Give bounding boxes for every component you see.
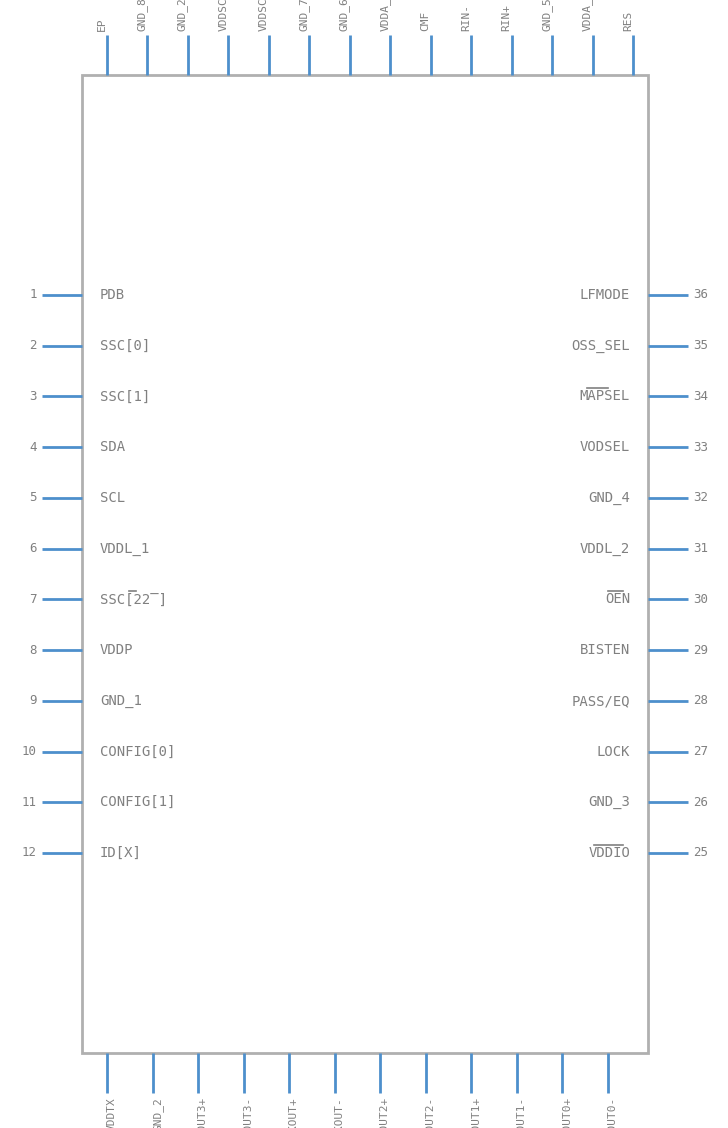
Text: GND_7: GND_7 <box>298 0 309 30</box>
Text: TXOUT0+: TXOUT0+ <box>563 1098 572 1128</box>
Text: GND_2: GND_2 <box>153 1098 164 1128</box>
Text: 33: 33 <box>693 441 708 453</box>
Text: EP: EP <box>97 18 107 30</box>
Text: VDDSC_1: VDDSC_1 <box>258 0 269 30</box>
Bar <box>82 74 648 1054</box>
Text: 6: 6 <box>30 543 37 555</box>
Text: 31: 31 <box>693 543 708 555</box>
Text: 27: 27 <box>693 746 708 758</box>
Text: 25: 25 <box>693 846 708 860</box>
Text: 1: 1 <box>30 289 37 301</box>
Text: 34: 34 <box>693 390 708 403</box>
Text: OSS_SEL: OSS_SEL <box>571 338 630 353</box>
Text: TXOUT3-: TXOUT3- <box>244 1098 253 1128</box>
Text: OEN: OEN <box>605 592 630 607</box>
Text: VDDTX: VDDTX <box>107 1098 117 1128</box>
Text: SSC[22̅]: SSC[22̅] <box>100 592 167 607</box>
Text: CONFIG[0]: CONFIG[0] <box>100 744 175 758</box>
Text: CONFIG[1]: CONFIG[1] <box>100 795 175 809</box>
Text: LOCK: LOCK <box>596 744 630 758</box>
Text: VDDP: VDDP <box>100 643 133 658</box>
Text: TXOUT1+: TXOUT1+ <box>471 1098 481 1128</box>
Text: TXOUT3+: TXOUT3+ <box>198 1098 208 1128</box>
Text: VDDL_2: VDDL_2 <box>579 541 630 556</box>
Text: CMF: CMF <box>421 11 431 30</box>
Text: TXOUT2+: TXOUT2+ <box>380 1098 390 1128</box>
Text: 2: 2 <box>30 340 37 352</box>
Text: RIN+: RIN+ <box>502 5 512 30</box>
Text: GND_5: GND_5 <box>541 0 552 30</box>
Text: GND_8: GND_8 <box>137 0 148 30</box>
Text: SSC[1]: SSC[1] <box>100 389 150 404</box>
Text: VODSEL: VODSEL <box>579 440 630 455</box>
Text: GND_3: GND_3 <box>588 795 630 809</box>
Text: GND_6: GND_6 <box>339 0 349 30</box>
Text: 28: 28 <box>693 695 708 707</box>
Text: 30: 30 <box>693 593 708 606</box>
Text: 5: 5 <box>30 492 37 504</box>
Text: VDDL_1: VDDL_1 <box>100 541 150 556</box>
Text: TXOUT0-: TXOUT0- <box>608 1098 618 1128</box>
Text: GND_4: GND_4 <box>588 491 630 505</box>
Text: 11: 11 <box>22 795 37 809</box>
Text: TXOUT1-: TXOUT1- <box>517 1098 527 1128</box>
Text: 7: 7 <box>30 593 37 606</box>
Text: BISTEN: BISTEN <box>579 643 630 658</box>
Text: GND_1: GND_1 <box>100 694 142 707</box>
Text: 35: 35 <box>693 340 708 352</box>
Text: TXOUT2-: TXOUT2- <box>426 1098 436 1128</box>
Text: 9: 9 <box>30 695 37 707</box>
Text: VDDSC_2: VDDSC_2 <box>218 0 229 30</box>
Text: GND_2: GND_2 <box>177 0 188 30</box>
Text: 3: 3 <box>30 390 37 403</box>
Text: VDDA_1: VDDA_1 <box>582 0 593 30</box>
Text: 10: 10 <box>22 746 37 758</box>
Text: MAPSEL: MAPSEL <box>579 389 630 404</box>
Text: SCL: SCL <box>100 491 125 505</box>
Text: 26: 26 <box>693 795 708 809</box>
Text: SSC[0]: SSC[0] <box>100 338 150 353</box>
Text: LFMODE: LFMODE <box>579 288 630 302</box>
Text: 29: 29 <box>693 644 708 656</box>
Text: TXCLKOUT-: TXCLKOUT- <box>335 1098 345 1128</box>
Text: TXCLKOUT+: TXCLKOUT+ <box>289 1098 299 1128</box>
Text: ID[X]: ID[X] <box>100 846 142 860</box>
Text: RIN-: RIN- <box>461 5 471 30</box>
Text: 36: 36 <box>693 289 708 301</box>
Text: VDDA_2: VDDA_2 <box>379 0 390 30</box>
Text: 8: 8 <box>30 644 37 656</box>
Text: VDDIO: VDDIO <box>588 846 630 860</box>
Text: RES: RES <box>623 11 633 30</box>
Text: 4: 4 <box>30 441 37 453</box>
Text: PDB: PDB <box>100 288 125 302</box>
Text: 32: 32 <box>693 492 708 504</box>
Text: 12: 12 <box>22 846 37 860</box>
Text: PASS/EQ: PASS/EQ <box>571 694 630 707</box>
Text: SDA: SDA <box>100 440 125 455</box>
